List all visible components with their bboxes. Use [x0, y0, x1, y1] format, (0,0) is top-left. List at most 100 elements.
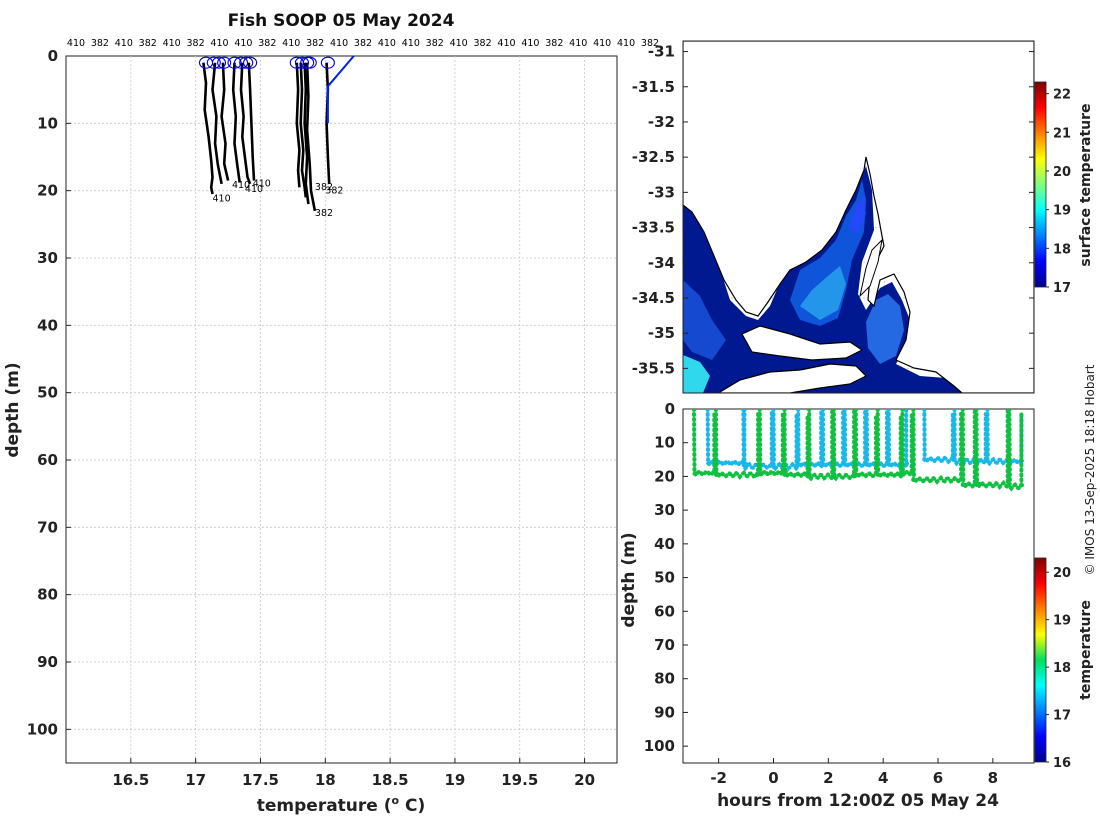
map-y-tick-label: -34.5 — [632, 289, 675, 307]
figure-title: Fish SOOP 05 May 2024 — [228, 11, 455, 31]
profile-x-tick-label: 19.5 — [501, 771, 538, 789]
profile-panel: 16.5 17 17.5 18 18.5 19 19.5 20 0 10 20 30 40 50 60 70… — [3, 38, 659, 816]
map-y-tick-label: -34 — [648, 254, 675, 272]
sst-colorbar-tick-label: 19 — [1053, 204, 1071, 219]
sst-gulf-cyan — [800, 266, 846, 320]
temperature-profile — [231, 62, 241, 183]
surface-marker — [217, 56, 232, 69]
profile-x-label: temperature (o C) — [257, 794, 426, 816]
map-y-tick-label: -31.5 — [632, 78, 675, 96]
depth-time-y-tick-label: 0 — [665, 400, 675, 418]
depth-time-y-tick-label: 10 — [654, 434, 675, 452]
depth-time-x-ticks: -2 0 2 4 6 8 — [710, 758, 998, 787]
profile-y-label: depth (m) — [3, 362, 23, 457]
depth-time-x-tick-label: 2 — [823, 769, 833, 787]
temperature-profile — [299, 62, 308, 198]
profile-top-label: 410 — [521, 38, 539, 49]
deep-logger-track — [713, 409, 765, 480]
profile-x-tick-label: 19 — [445, 771, 466, 789]
profile-x-tick-label: 18.5 — [372, 771, 409, 789]
depth-time-y-tick-label: 30 — [654, 501, 675, 519]
map-y-tick-label: -33 — [648, 183, 675, 201]
sst-gulf-warm — [790, 180, 866, 326]
depth-time-y-tick-label: 20 — [654, 467, 675, 485]
sst-colorbar-label: surface temperature — [1078, 103, 1094, 266]
profile-y-tick-label: 40 — [37, 316, 58, 334]
profile-x-tick-label: 17 — [185, 771, 206, 789]
land-kangaroo-island — [719, 363, 868, 393]
depth-time-y-label: depth (m) — [619, 532, 639, 627]
depth-time-x-tick-label: 0 — [768, 769, 778, 787]
land-eyre-peninsula — [683, 41, 1034, 393]
depth-time-y-ticks: 0 10 20 30 40 50 60 70 80 90 100 — [644, 400, 688, 755]
depth-time-y-tick-label: 50 — [654, 569, 675, 587]
profile-end-label: 410 — [253, 179, 271, 190]
sst-inner-gulf — [848, 196, 866, 234]
profile-top-label: 410 — [569, 38, 587, 49]
temperature-colorbar-ticks: 16 17 18 19 20 — [1046, 566, 1071, 771]
depth-time-y-tick-label: 60 — [654, 602, 675, 620]
deep-logger-track — [691, 409, 721, 479]
map-y-tick-label: -35.5 — [632, 359, 675, 377]
temperature-colorbar-tick-label: 18 — [1053, 661, 1071, 676]
temperature-profile — [202, 62, 214, 195]
profile-y-ticks: 0 10 20 30 40 50 60 70 80 90 100 — [27, 47, 71, 738]
surface-marker — [233, 56, 249, 69]
profile-top-label: 382 — [258, 38, 276, 49]
profile-top-label: 410 — [402, 38, 420, 49]
profile-top-label: 410 — [450, 38, 468, 49]
depth-time-y-tick-label: 80 — [654, 670, 675, 688]
surface-marker — [227, 56, 242, 69]
temperature-profile — [211, 62, 223, 185]
map-content — [683, 41, 1034, 393]
profile-top-label: 382 — [545, 38, 563, 49]
shallow-logger-track — [922, 409, 961, 465]
profile-top-label: 410 — [497, 38, 515, 49]
depth-time-x-tick-label: 6 — [933, 769, 943, 787]
profile-top-label: 382 — [641, 38, 659, 49]
profile-top-label: 410 — [330, 38, 348, 49]
sst-colorbar-tick-label: 18 — [1053, 242, 1071, 257]
temperature-profile — [239, 62, 252, 185]
temperature-profile — [303, 62, 310, 205]
map-y-tick-label: -35 — [648, 324, 675, 342]
depth-time-y-tick-label: 70 — [654, 636, 675, 654]
temperature-colorbar-tick-label: 20 — [1053, 566, 1071, 581]
profile-end-label: 382 — [325, 185, 343, 196]
sst-southwest-cyan — [683, 355, 710, 393]
profile-top-label: 382 — [306, 38, 324, 49]
profile-top-label: 382 — [426, 38, 444, 49]
sst-colorbar — [1034, 81, 1047, 288]
surface-marker — [294, 56, 310, 69]
profile-top-label: 382 — [187, 38, 205, 49]
surface-marker — [320, 56, 335, 69]
deep-logger-series — [691, 409, 1029, 492]
profile-y-tick-label: 20 — [37, 182, 58, 200]
profile-end-label: 410 — [213, 193, 231, 204]
deep-logger-track — [900, 409, 916, 479]
ship-track-line — [326, 56, 355, 124]
profile-top-label: 382 — [91, 38, 109, 49]
sst-gulf-east-patch — [866, 294, 904, 364]
profile-top-label: 382 — [354, 38, 372, 49]
temperature-profile — [220, 62, 230, 181]
profile-top-label: 410 — [67, 38, 85, 49]
temperature-colorbar-tick-label: 17 — [1053, 709, 1071, 724]
profile-top-label: 410 — [163, 38, 181, 49]
profile-lines — [202, 62, 331, 212]
profile-y-tick-label: 60 — [37, 451, 58, 469]
temperature-profile — [247, 62, 256, 181]
sst-west-patch — [683, 280, 726, 360]
depth-time-x-label: hours from 12:00Z 05 May 24 — [717, 791, 999, 811]
deep-logger-track — [960, 409, 982, 490]
depth-time-x-tick-label: -2 — [710, 769, 727, 787]
profile-top-label: 410 — [282, 38, 300, 49]
map-y-tick-label: -32.5 — [632, 148, 675, 166]
surface-markers — [198, 56, 335, 69]
temperature-colorbar-tick-label: 16 — [1053, 756, 1071, 771]
map-y-tick-label: -31 — [648, 43, 675, 61]
profile-y-tick-label: 10 — [37, 114, 58, 132]
temperature-profile — [305, 62, 317, 212]
profile-top-label: 410 — [378, 38, 396, 49]
